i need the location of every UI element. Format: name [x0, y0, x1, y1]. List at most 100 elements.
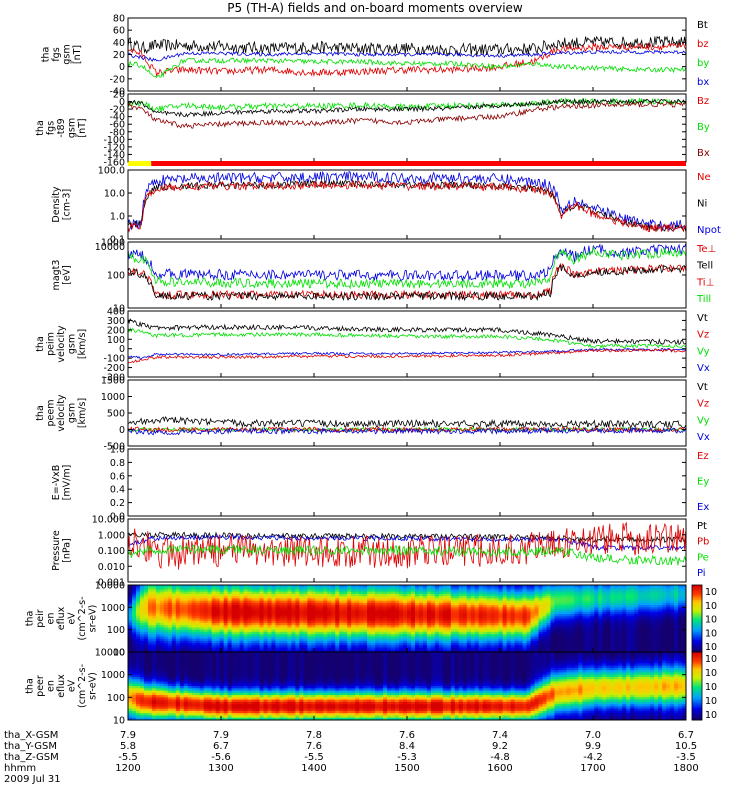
heatmap-cell — [526, 609, 531, 613]
heatmap-cell — [618, 638, 623, 642]
heatmap-cell — [514, 596, 519, 599]
heatmap-cell — [618, 589, 623, 593]
heatmap-cell — [658, 629, 663, 633]
heatmap-cell — [151, 618, 157, 622]
heatmap-cell — [183, 629, 189, 633]
heatmap-cell — [618, 585, 623, 588]
heatmap-cell — [387, 598, 392, 602]
heatmap-cell — [187, 674, 193, 678]
heatmap-cell — [335, 611, 340, 615]
heatmap-cell — [167, 634, 173, 637]
heatmap-cell — [510, 609, 516, 613]
heatmap-cell — [678, 607, 683, 610]
heatmap-cell — [291, 622, 296, 626]
heatmap-cell — [546, 620, 551, 624]
legend-entry: bx — [697, 77, 709, 88]
heatmap-cell — [446, 611, 452, 615]
heatmap-cell — [187, 618, 193, 622]
heatmap-cell — [207, 600, 213, 604]
heatmap-cell — [606, 591, 611, 595]
colorbar-segment — [692, 631, 702, 635]
heatmap-cell — [179, 688, 185, 691]
heatmap-cell — [187, 715, 193, 719]
heatmap-cell — [510, 598, 516, 602]
heatmap-cell — [410, 587, 416, 590]
heatmap-cell — [399, 587, 404, 590]
heatmap-cell — [654, 625, 659, 628]
heatmap-cell — [586, 600, 591, 604]
heatmap-cell — [598, 587, 603, 590]
heatmap-cell — [387, 636, 392, 639]
heatmap-cell — [578, 585, 583, 588]
heatmap-cell — [139, 591, 145, 595]
heatmap-cell — [403, 596, 408, 599]
heatmap-cell — [450, 649, 456, 653]
heatmap-cell — [666, 625, 671, 628]
legend-entry: Vx — [697, 432, 710, 443]
heatmap-cell — [458, 625, 464, 628]
heatmap-cell — [231, 627, 237, 631]
heatmap-cell — [323, 649, 328, 653]
heatmap-cell — [131, 667, 137, 671]
heatmap-cell — [626, 622, 631, 626]
heatmap-cell — [159, 636, 165, 639]
heatmap-cell — [586, 643, 591, 646]
heatmap-cell — [486, 620, 492, 624]
heatmap-cell — [279, 629, 284, 633]
heatmap-cell — [159, 645, 165, 648]
heatmap-cell — [139, 667, 145, 671]
heatmap-cell — [630, 605, 635, 608]
heatmap-cell — [534, 627, 539, 631]
heatmap-cell — [351, 636, 356, 639]
heatmap-cell — [442, 647, 448, 651]
heatmap-cell — [538, 625, 543, 628]
heatmap-cell — [175, 665, 181, 669]
heatmap-cell — [207, 598, 213, 602]
heatmap-cell — [279, 622, 284, 626]
heatmap-cell — [183, 701, 189, 705]
heatmap-cell — [542, 645, 547, 648]
heatmap-cell — [295, 627, 300, 631]
colorbar-segment — [692, 590, 702, 593]
heatmap-cell — [614, 649, 619, 653]
heatmap-cell — [674, 600, 679, 604]
heatmap-cell — [414, 602, 420, 606]
heatmap-cell — [426, 589, 432, 593]
heatmap-cell — [490, 618, 496, 622]
heatmap-cell — [414, 620, 420, 624]
heatmap-cell — [227, 591, 233, 595]
heatmap-cell — [578, 589, 583, 593]
heatmap-cell — [654, 640, 659, 644]
heatmap-cell — [403, 627, 408, 631]
y-axis-label: [cm-3] — [61, 189, 72, 220]
heatmap-cell — [307, 600, 312, 604]
heatmap-cell — [383, 607, 388, 610]
heatmap-cell — [614, 585, 619, 588]
heatmap-cell — [303, 589, 308, 593]
heatmap-cell — [335, 631, 340, 635]
heatmap-cell — [498, 598, 504, 602]
heatmap-cell — [128, 596, 133, 599]
heatmap-cell — [191, 631, 197, 635]
heatmap-cell — [662, 636, 667, 639]
heatmap-cell — [155, 596, 161, 599]
heatmap-cell — [167, 625, 173, 628]
heatmap-cell — [590, 591, 595, 595]
heatmap-cell — [462, 589, 468, 593]
heatmap-cell — [179, 701, 185, 705]
heatmap-cell — [267, 620, 272, 624]
heatmap-cell — [546, 643, 551, 646]
heatmap-cell — [410, 614, 416, 617]
heatmap-cell — [430, 636, 436, 639]
heatmap-cell — [426, 645, 432, 648]
heatmap-cell — [143, 704, 149, 707]
heatmap-cell — [135, 692, 141, 696]
heatmap-cell — [566, 607, 571, 610]
heatmap-cell — [275, 636, 280, 639]
heatmap-cell — [323, 600, 328, 604]
heatmap-cell — [215, 625, 221, 628]
heatmap-cell — [175, 634, 181, 637]
heatmap-cell — [131, 627, 137, 631]
heatmap-cell — [155, 598, 161, 602]
